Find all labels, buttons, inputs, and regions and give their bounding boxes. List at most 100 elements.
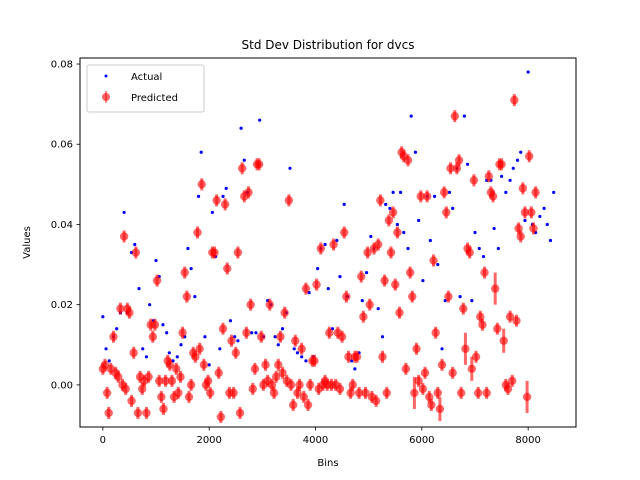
- actual-point: [304, 359, 308, 363]
- predicted-marker: [376, 196, 385, 205]
- predicted-marker: [186, 380, 196, 390]
- predicted-point: [473, 386, 483, 399]
- actual-point: [511, 166, 515, 170]
- predicted-point: [233, 246, 243, 259]
- actual-point: [242, 158, 246, 162]
- predicted-point: [278, 366, 287, 379]
- predicted-marker: [191, 352, 200, 362]
- actual-point: [193, 295, 197, 299]
- actual-point: [470, 299, 474, 303]
- predicted-marker: [446, 164, 455, 173]
- predicted-point: [371, 394, 381, 407]
- predicted-point: [478, 318, 487, 331]
- predicted-marker: [431, 328, 440, 337]
- actual-point: [189, 266, 193, 271]
- predicted-marker: [454, 156, 464, 165]
- predicted-point: [442, 206, 451, 219]
- predicted-point: [382, 386, 391, 399]
- predicted-marker: [299, 392, 309, 402]
- predicted-point: [414, 374, 423, 387]
- actual-point: [436, 262, 440, 267]
- actual-point: [207, 363, 211, 367]
- predicted-marker: [144, 372, 153, 382]
- actual-point: [199, 150, 203, 154]
- actual-point: [391, 190, 395, 194]
- predicted-point: [503, 382, 513, 395]
- predicted-point: [297, 342, 306, 355]
- legend-box: [86, 64, 205, 113]
- predicted-marker: [499, 336, 508, 345]
- predicted-point: [374, 238, 383, 251]
- predicted-point: [180, 266, 189, 279]
- actual-point: [447, 190, 452, 194]
- actual-point: [417, 218, 421, 223]
- predicted-point: [172, 362, 181, 375]
- predicted-marker: [127, 396, 136, 406]
- predicted-point: [410, 376, 419, 409]
- actual-point: [360, 299, 364, 303]
- predicted-marker: [284, 196, 294, 205]
- predicted-marker: [401, 364, 411, 374]
- predicted-marker: [125, 308, 134, 317]
- actual-point: [323, 242, 327, 247]
- predicted-marker: [184, 392, 194, 402]
- predicted-point: [439, 186, 449, 199]
- actual-point: [384, 202, 388, 206]
- predicted-marker: [303, 400, 313, 410]
- y-axis-label: Values: [22, 226, 33, 259]
- predicted-marker: [473, 388, 483, 398]
- predicted-marker: [244, 188, 253, 197]
- predicted-marker: [210, 248, 219, 257]
- predicted-point: [182, 290, 192, 303]
- predicted-marker: [427, 400, 436, 410]
- predicted-point: [437, 358, 447, 371]
- predicted-point: [459, 302, 468, 315]
- actual-point: [141, 347, 145, 351]
- actual-point: [292, 347, 296, 351]
- predicted-point: [522, 380, 532, 413]
- predicted-marker: [442, 208, 451, 217]
- predicted-point: [531, 186, 540, 199]
- predicted-point: [178, 326, 187, 339]
- predicted-marker: [335, 384, 345, 394]
- predicted-marker: [133, 408, 143, 418]
- axes-frame: [79, 57, 577, 428]
- predicted-point: [109, 330, 118, 343]
- predicted-marker: [216, 412, 226, 422]
- predicted-marker: [405, 268, 415, 277]
- predicted-marker: [197, 180, 206, 189]
- predicted-point: [305, 378, 315, 391]
- predicted-marker: [363, 248, 372, 257]
- axis-ticks: 0 2000 4000 6000 8000 0.00 0.02 0.04 0.06 0.08: [51, 60, 541, 446]
- predicted-marker: [265, 300, 274, 309]
- predicted-marker: [437, 360, 447, 370]
- predicted-marker: [291, 336, 300, 345]
- predicted-point: [165, 358, 175, 371]
- predicted-marker: [102, 388, 112, 398]
- actual-point: [179, 343, 183, 347]
- actual-point: [369, 234, 373, 239]
- predicted-point: [525, 150, 534, 163]
- actual-point: [196, 194, 201, 198]
- predicted-point: [461, 332, 470, 365]
- predicted-point: [186, 378, 196, 391]
- predicted-marker: [435, 404, 445, 414]
- predicted-point: [435, 396, 445, 421]
- predicted-marker: [527, 208, 536, 217]
- predicted-marker: [325, 328, 334, 337]
- actual-point: [538, 214, 542, 219]
- actual-point: [144, 355, 149, 359]
- predicted-point: [471, 350, 481, 363]
- predicted-marker: [193, 228, 202, 237]
- actual-point: [376, 307, 380, 311]
- predicted-marker: [393, 228, 402, 237]
- predicted-marker: [522, 392, 532, 402]
- predicted-point: [288, 398, 298, 411]
- x-tick-label: 6000: [409, 435, 434, 446]
- predicted-marker: [450, 111, 459, 121]
- predicted-point: [167, 374, 177, 387]
- predicted-point: [127, 394, 136, 407]
- predicted-point: [231, 346, 240, 359]
- predicted-point: [316, 242, 326, 255]
- predicted-marker: [274, 360, 283, 370]
